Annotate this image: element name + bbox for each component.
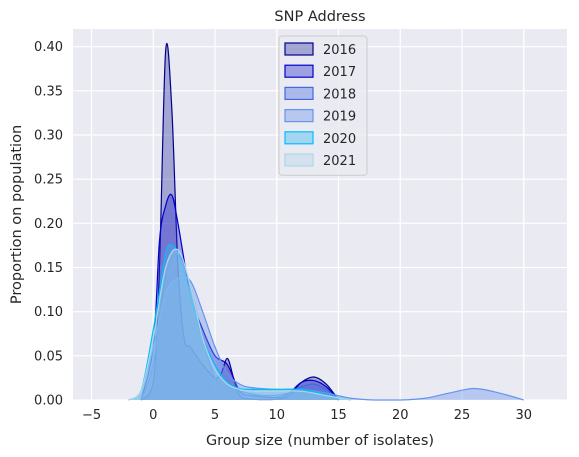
density-areas bbox=[128, 42, 524, 401]
legend: 2016 2017 2018 2019 2020 2021 bbox=[278, 35, 368, 176]
legend-box bbox=[278, 35, 368, 176]
series-2020-area bbox=[128, 244, 351, 400]
series-2018-line bbox=[140, 253, 339, 401]
y-axis-ticks: 0.00 0.05 0.10 0.15 0.20 0.25 0.30 0.35 0.40 bbox=[34, 40, 63, 408]
legend-label-2020: 2020 bbox=[323, 132, 356, 147]
x-axis-ticks: −5 0 5 10 15 20 25 30 bbox=[82, 408, 532, 423]
y-tick-label: 0.10 bbox=[34, 305, 63, 320]
legend-label-2018: 2018 bbox=[323, 87, 356, 102]
series-2017-area bbox=[140, 194, 339, 400]
y-tick-label: 0.30 bbox=[34, 129, 63, 144]
y-tick-label: 0.05 bbox=[34, 349, 63, 364]
x-axis-title: Group size (number of isolates) bbox=[206, 433, 434, 449]
y-tick-label: 0.40 bbox=[34, 40, 63, 55]
series-2020-line bbox=[128, 243, 352, 401]
x-tick-label: 10 bbox=[269, 408, 286, 423]
y-tick-label: 0.35 bbox=[34, 84, 63, 99]
legend-label-2016: 2016 bbox=[323, 43, 356, 58]
y-tick-label: 0.15 bbox=[34, 261, 63, 276]
x-tick-label: 5 bbox=[211, 408, 219, 423]
legend-label-2019: 2019 bbox=[323, 110, 356, 125]
legend-swatch-2018 bbox=[284, 86, 314, 101]
legend-swatch-2021 bbox=[284, 153, 314, 167]
y-axis-title: Proportion on population bbox=[9, 125, 25, 304]
y-tick-label: 0.20 bbox=[34, 217, 63, 232]
x-tick-label: 15 bbox=[330, 408, 347, 423]
chart-title: SNP Address bbox=[274, 9, 365, 25]
series-2021-area bbox=[128, 249, 351, 400]
x-tick-label: −5 bbox=[82, 408, 101, 423]
legend-swatch-2020 bbox=[284, 131, 314, 145]
legend-swatch-2017 bbox=[284, 64, 314, 78]
series-2019-line bbox=[128, 275, 524, 401]
x-tick-label: 30 bbox=[516, 408, 533, 423]
x-tick-label: 0 bbox=[149, 408, 157, 423]
y-tick-label: 0.00 bbox=[34, 394, 63, 409]
legend-label-2017: 2017 bbox=[323, 65, 356, 80]
y-tick-label: 0.25 bbox=[34, 173, 63, 188]
legend-swatch-2019 bbox=[284, 108, 314, 123]
series-2017-line bbox=[140, 193, 339, 401]
x-tick-label: 20 bbox=[392, 408, 409, 423]
series-2016-area bbox=[140, 43, 339, 400]
legend-label-2021: 2021 bbox=[323, 154, 356, 169]
series-2021-line bbox=[128, 248, 351, 401]
x-tick-label: 25 bbox=[454, 408, 471, 423]
legend-swatch-2016 bbox=[284, 42, 314, 56]
series-2018-area bbox=[140, 254, 339, 400]
